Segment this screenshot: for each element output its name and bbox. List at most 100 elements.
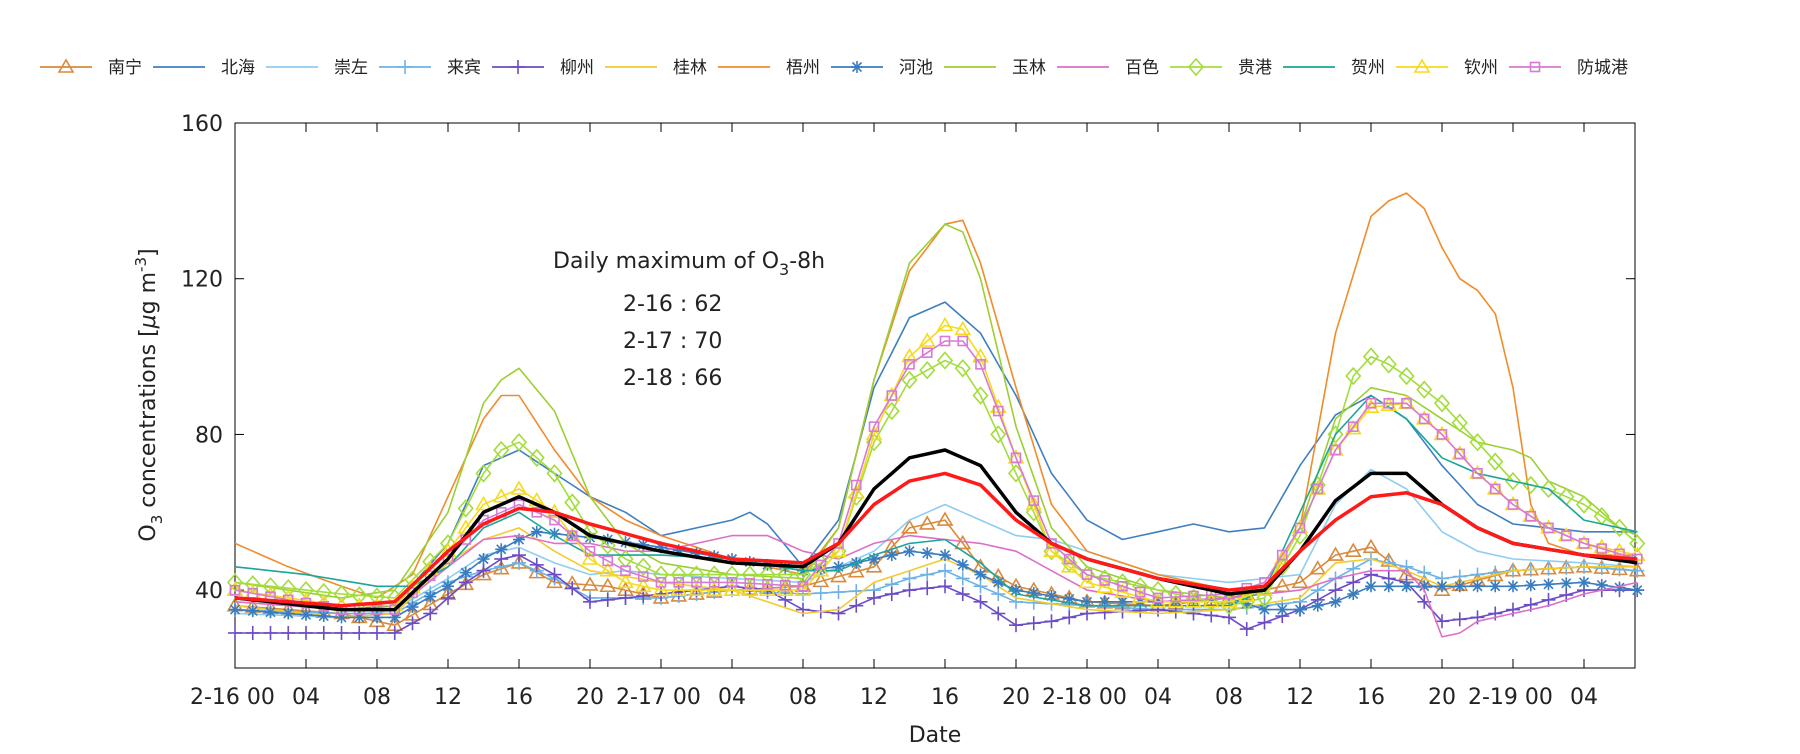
y-axis-title-sub: 3 [148,515,166,525]
series-point-marker [1469,432,1486,452]
series-point-marker [954,320,972,336]
series-point-marker [495,543,508,556]
series-point-marker [1417,565,1432,580]
series-point-marker [918,515,936,530]
series-point-marker [1575,495,1593,514]
legend-item: 崇左 [266,58,368,78]
series-point-marker [405,616,420,631]
series-point-marker [1596,543,1608,554]
tick-labels: 40 80 120 160 2-16 00 04 08 12 16 20 2-17 00 04 08 12… [181,112,1598,710]
series-point-marker [1220,593,1238,608]
legend-item: 钦州 [1396,58,1498,78]
series-point-marker [1488,565,1503,580]
y-axis-title-unit: g m [136,272,161,314]
series-point-marker [547,567,562,582]
x-tick-label: 16 [505,685,533,710]
series-point-marker [850,479,862,491]
series-point-marker [1294,522,1306,534]
series-point-marker [901,347,918,363]
series-point-marker [1382,580,1395,593]
series-point-marker [849,598,864,613]
series-point-marker [370,625,384,640]
series-point-marker [1578,538,1590,549]
series-point-marker [1487,452,1504,471]
series-point-marker [936,351,954,370]
series-point-marker [1578,576,1590,589]
series-point-marker [670,581,688,596]
legend-label: 钦州 [1464,58,1498,78]
series-point-marker [1344,542,1362,558]
series-point-marker [635,557,652,577]
series-point-marker [1543,522,1554,534]
series-point-marker [1454,448,1466,460]
series-point-marker [475,464,492,483]
series-point-marker [334,625,349,640]
series-point-marker [602,555,614,567]
series-point-marker [1560,530,1572,541]
series-point-marker [512,548,526,563]
series-point-marker [1612,562,1627,577]
series-lines [226,192,1646,640]
x-tick-label: 04 [1570,685,1598,710]
series-point-marker [1452,612,1467,627]
series-point-marker [245,625,260,640]
series-point-marker [476,563,491,578]
series-point-marker [815,559,827,571]
x-tick-label: 2-16 00 [190,685,275,710]
x-tick-label: 04 [1144,685,1172,710]
series-point-marker [1435,614,1449,629]
series-point-marker [1097,605,1112,620]
series-point-marker [1398,366,1415,386]
series-point-marker [973,579,988,594]
series-point-marker [475,495,492,511]
legend-label: 桂林 [673,58,707,78]
annotation-line-1: 2-16 : 62 [623,292,722,317]
series-point-marker [510,432,528,452]
series-point-marker [492,488,510,503]
series-point-marker [281,625,296,640]
series-point-marker [1380,396,1398,412]
series-point-marker [691,577,702,588]
series-point-marker [886,390,898,401]
y-tick-label: 160 [181,112,223,137]
legend-marker [398,60,412,74]
series-point-marker [902,571,917,586]
series-point-marker [936,511,954,526]
series-point-marker [316,625,331,640]
series-point-marker [974,568,987,581]
series-point-marker [1010,452,1022,464]
series-point-marker [229,584,241,596]
series-line [234,534,1638,638]
series-point-marker [1294,603,1306,616]
series-5 [234,527,1638,619]
series-point-marker [459,566,472,579]
legend-label: 柳州 [560,58,594,78]
series-point-marker [1078,573,1096,589]
x-tick-label: 12 [860,685,888,710]
series-point-marker [442,553,454,565]
series-point-marker [1009,618,1023,633]
series-point-marker [1631,584,1644,597]
series-point-marker [228,625,242,640]
series-point-marker [600,592,615,607]
series-point-marker [1081,569,1093,580]
series-point-marker [1418,413,1430,425]
series-point-marker [333,584,350,604]
series-point-marker [705,581,723,596]
x-tick-label: 2-19 00 [1468,685,1553,710]
annotation-title: Daily maximum of O3-8h [553,249,825,279]
series-point-marker [564,493,581,512]
series-point-marker [1451,413,1468,432]
series-point-marker [424,590,437,603]
series-point-marker [1170,591,1182,603]
series-point-marker [406,601,419,614]
legend-label: 贵港 [1238,58,1272,78]
x-tick-label: 2-18 00 [1042,685,1127,710]
series-point-marker [634,577,652,593]
legend-item: 北海 [153,58,255,78]
legend-item: 桂林 [605,58,707,78]
series-point-marker [921,347,933,358]
y-axis-title: O3 concentrations [μg m-3] [132,248,166,541]
series-point-marker [1149,593,1167,608]
series-point-marker [921,547,934,560]
